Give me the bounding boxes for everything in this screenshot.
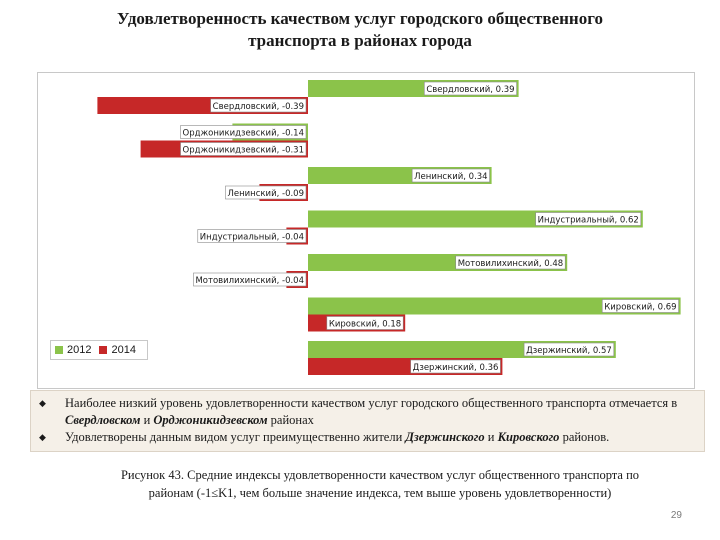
data-label-box-2014-4 bbox=[193, 272, 307, 287]
data-label-2012-5: Кировский, 0.69 bbox=[604, 303, 676, 313]
caption-line-1: Рисунок 43. Средние индексы удовлетворен… bbox=[120, 468, 640, 482]
data-label-2014-1: Орджоникидзевский, -0.31 bbox=[183, 146, 304, 156]
data-label-box-2012-0 bbox=[424, 81, 517, 96]
note-item-2: ◆ Удовлетворены данным видом услуг преим… bbox=[39, 429, 694, 446]
figure-caption: Рисунок 43. Средние индексы удовлетворен… bbox=[60, 466, 700, 502]
data-label-2014-6: Дзержинский, 0.36 bbox=[413, 363, 499, 373]
legend-label-2014: 2014 bbox=[111, 344, 136, 356]
caption-line-2: районам (-1≤K1, чем больше значение инде… bbox=[148, 486, 612, 500]
data-label-2012-6: Дзержинский, 0.57 bbox=[526, 346, 612, 356]
notes-box: ◆ Наиболее низкий уровень удовлетворенно… bbox=[30, 390, 705, 452]
data-label-2012-4: Мотовилихинский, 0.48 bbox=[458, 259, 563, 269]
data-label-2014-4: Мотовилихинский, -0.04 bbox=[195, 276, 304, 286]
note-text-2: Удовлетворены данным видом услуг преимущ… bbox=[65, 430, 610, 444]
data-label-2012-1: Орджоникидзевский, -0.14 bbox=[183, 129, 304, 139]
data-label-box-2014-6 bbox=[410, 359, 501, 374]
data-label-2014-3: Индустриальный, -0.04 bbox=[200, 233, 304, 243]
chart-legend: 2012 2014 bbox=[50, 340, 148, 360]
data-label-box-2014-2 bbox=[225, 185, 307, 200]
data-label-box-2014-5 bbox=[326, 316, 404, 330]
data-label-box-2014-3 bbox=[197, 229, 307, 243]
data-label-box-2012-1 bbox=[180, 125, 307, 139]
slide-title: Удовлетворенность качеством услуг городс… bbox=[80, 8, 640, 52]
data-label-2012-3: Индустриальный, 0.62 bbox=[538, 216, 639, 226]
data-label-box-2012-4 bbox=[455, 255, 566, 270]
data-label-2014-2: Ленинский, -0.09 bbox=[227, 189, 304, 199]
data-label-box-2012-3 bbox=[535, 212, 642, 226]
diamond-bullet-icon: ◆ bbox=[39, 398, 46, 408]
data-label-2014-0: Свердловский, -0.39 bbox=[213, 102, 304, 112]
diamond-bullet-icon: ◆ bbox=[39, 432, 46, 442]
title-line-1: Удовлетворенность качеством услуг городс… bbox=[116, 9, 604, 28]
data-label-box-2014-0 bbox=[210, 98, 307, 113]
data-label-2012-2: Ленинский, 0.34 bbox=[414, 172, 487, 182]
note-item-1: ◆ Наиболее низкий уровень удовлетворенно… bbox=[39, 395, 694, 429]
chart-area bbox=[37, 72, 695, 389]
legend-swatch-2012 bbox=[55, 346, 63, 354]
data-label-box-2014-1 bbox=[180, 142, 307, 156]
data-label-box-2012-6 bbox=[523, 342, 615, 357]
data-label-box-2012-5 bbox=[601, 299, 679, 313]
data-label-2012-0: Свердловский, 0.39 bbox=[426, 85, 514, 95]
bar-2012-5 bbox=[308, 297, 681, 315]
data-label-2014-5: Кировский, 0.18 bbox=[329, 320, 401, 330]
title-line-2: транспорта в районах города bbox=[248, 31, 472, 50]
legend-label-2012: 2012 bbox=[67, 344, 92, 356]
note-text-1: Наиболее низкий уровень удовлетворенност… bbox=[65, 396, 678, 427]
legend-swatch-2014 bbox=[99, 346, 108, 354]
data-label-box-2012-2 bbox=[411, 168, 490, 183]
page-number: 29 bbox=[670, 510, 682, 521]
